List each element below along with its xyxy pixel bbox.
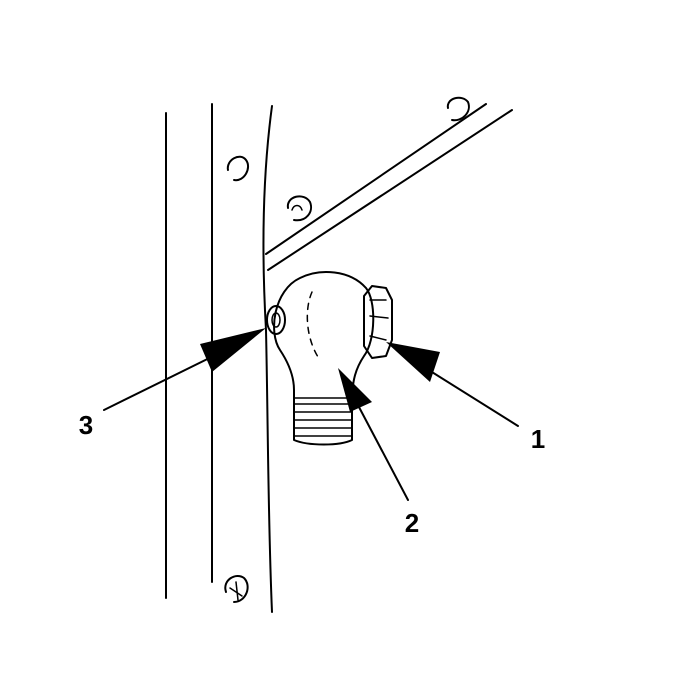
rivet-middle — [286, 195, 312, 222]
callout-2: 2 — [405, 508, 419, 538]
rivet-top-left — [226, 155, 250, 182]
screw-grommet — [266, 305, 286, 335]
callout-1: 1 — [531, 424, 545, 454]
panel-edge — [265, 103, 513, 271]
leader-arrows — [103, 328, 519, 501]
rivets — [224, 96, 470, 603]
callout-3: 3 — [79, 410, 93, 440]
rivet-bottom — [224, 574, 249, 603]
rivet-top-right — [446, 96, 470, 122]
elbow-fitting — [273, 271, 375, 446]
